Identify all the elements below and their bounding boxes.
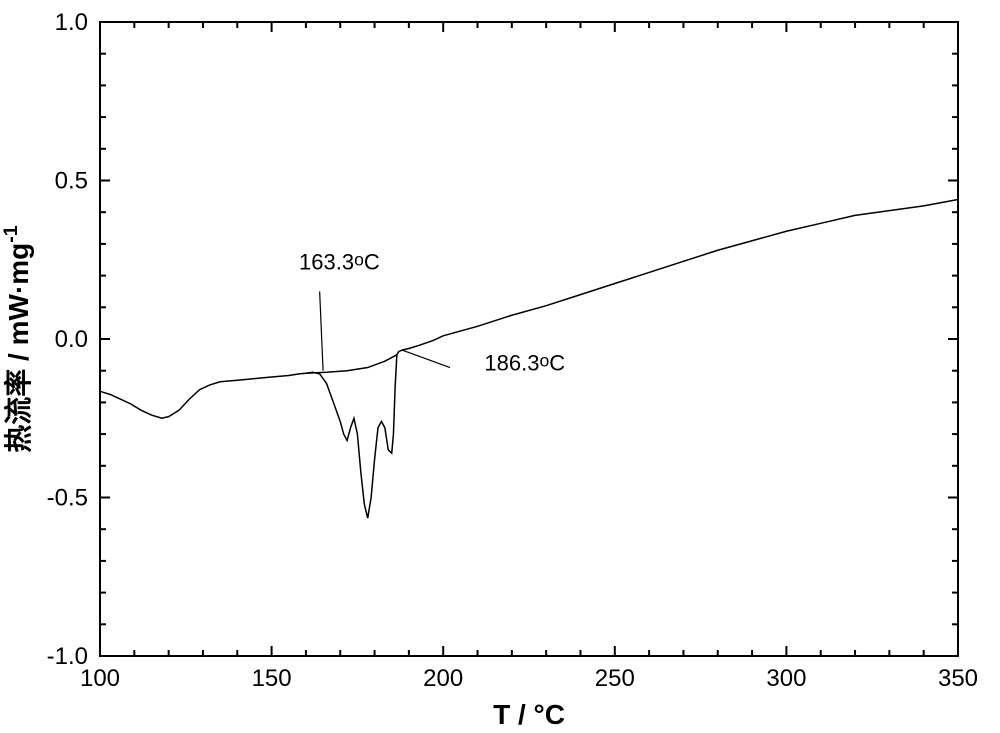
plot-frame (100, 22, 958, 656)
x-tick-label: 250 (595, 665, 635, 692)
y-tick-label: 0.5 (55, 168, 88, 195)
annotation-leader (402, 350, 450, 367)
y-tick-label: -1.0 (47, 643, 88, 670)
annotation-label: 163.3oC (299, 249, 380, 274)
y-tick-label: 0.0 (55, 326, 88, 353)
x-tick-label: 150 (252, 665, 292, 692)
x-axis-label: T / °C (493, 699, 565, 730)
annotation-leader (320, 291, 323, 370)
y-axis-label: 热流率 / mW·mg-1 (0, 225, 34, 453)
annotation-label: 186.3oC (484, 351, 565, 376)
x-tick-label: 200 (423, 665, 463, 692)
x-tick-label: 300 (766, 665, 806, 692)
x-tick-label: 350 (938, 665, 978, 692)
dsc-chart: 100150200250300350-1.0-0.50.00.51.0T / °… (0, 0, 1000, 733)
y-tick-label: -0.5 (47, 485, 88, 512)
y-tick-label: 1.0 (55, 9, 88, 36)
series-onset-marker (306, 355, 397, 373)
